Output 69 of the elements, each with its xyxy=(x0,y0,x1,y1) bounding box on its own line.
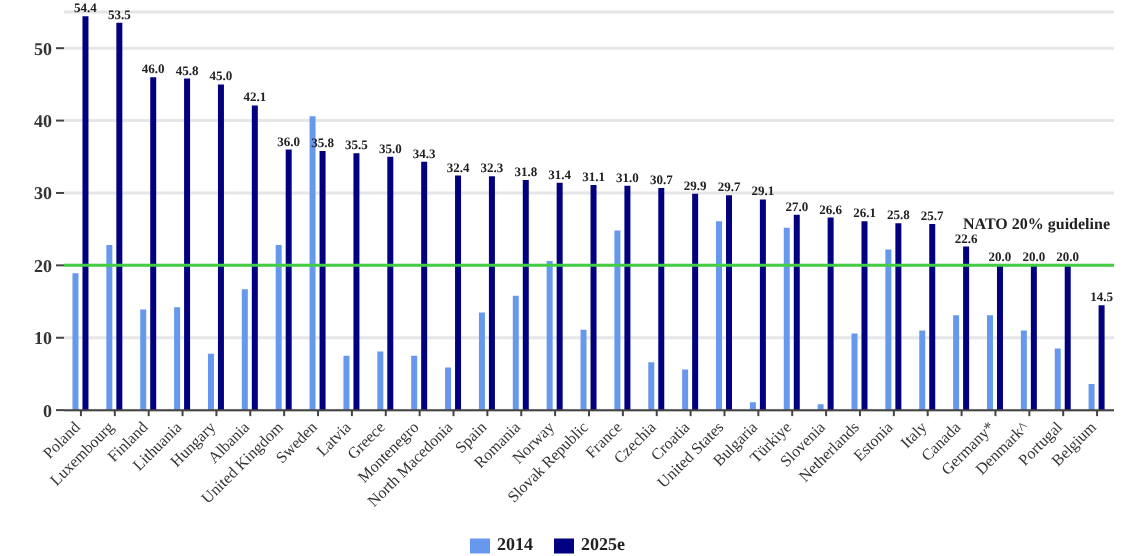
bar xyxy=(580,329,587,411)
bar xyxy=(895,223,902,411)
bar xyxy=(648,362,655,411)
bar xyxy=(1020,330,1027,411)
bar xyxy=(827,217,834,411)
bar xyxy=(319,150,326,411)
bar xyxy=(512,295,519,411)
y-tick-label: 10 xyxy=(34,328,53,349)
bar xyxy=(861,221,868,411)
bar xyxy=(614,230,621,411)
bar xyxy=(1098,305,1105,411)
bar xyxy=(1064,265,1071,411)
y-tick-label: 50 xyxy=(34,38,53,59)
bar xyxy=(72,273,79,411)
bar xyxy=(851,333,858,411)
y-tick-label: 40 xyxy=(34,110,53,131)
bar xyxy=(682,369,689,411)
bar xyxy=(150,77,157,411)
bar xyxy=(986,315,993,411)
bar xyxy=(1030,265,1037,411)
y-tick-label: 20 xyxy=(34,255,53,276)
y-tick-label: 0 xyxy=(43,400,53,421)
bar xyxy=(759,199,766,411)
bar xyxy=(522,179,529,411)
bar xyxy=(445,367,452,411)
bar xyxy=(1088,384,1095,411)
bar xyxy=(953,315,960,411)
bar xyxy=(556,182,563,411)
bar xyxy=(590,185,597,411)
bar xyxy=(275,245,282,411)
legend-label: 2025e xyxy=(581,534,625,555)
bar xyxy=(624,185,631,411)
bar xyxy=(455,175,462,411)
bar xyxy=(241,289,248,411)
bar xyxy=(919,330,926,411)
bar xyxy=(184,78,191,411)
bar xyxy=(106,245,113,411)
bar xyxy=(885,249,892,411)
legend-label: 2014 xyxy=(497,534,533,555)
bar xyxy=(726,195,733,411)
x-tick-label: Italy xyxy=(897,418,931,452)
bar xyxy=(488,176,495,411)
ref-line-label: NATO 20% guideline xyxy=(963,215,1111,234)
bar xyxy=(716,221,723,411)
bar xyxy=(793,214,800,411)
bar xyxy=(929,224,936,411)
bar xyxy=(377,351,384,411)
bar xyxy=(658,187,665,411)
bar xyxy=(207,353,214,411)
bar xyxy=(116,22,123,411)
bar xyxy=(174,307,181,411)
bar xyxy=(421,161,428,411)
bar xyxy=(411,355,418,411)
bar xyxy=(963,246,970,411)
bar xyxy=(478,312,485,411)
y-tick-label: 30 xyxy=(34,183,53,204)
bar xyxy=(387,156,394,411)
bar xyxy=(140,309,147,411)
bar xyxy=(251,105,258,411)
bar xyxy=(1054,348,1061,411)
bar xyxy=(692,193,699,411)
bar xyxy=(996,265,1003,411)
bar xyxy=(82,16,89,411)
bar xyxy=(285,149,292,411)
bar xyxy=(217,84,224,411)
bar xyxy=(353,153,360,411)
bar xyxy=(343,355,350,411)
bar xyxy=(783,227,790,411)
bar xyxy=(546,261,553,411)
